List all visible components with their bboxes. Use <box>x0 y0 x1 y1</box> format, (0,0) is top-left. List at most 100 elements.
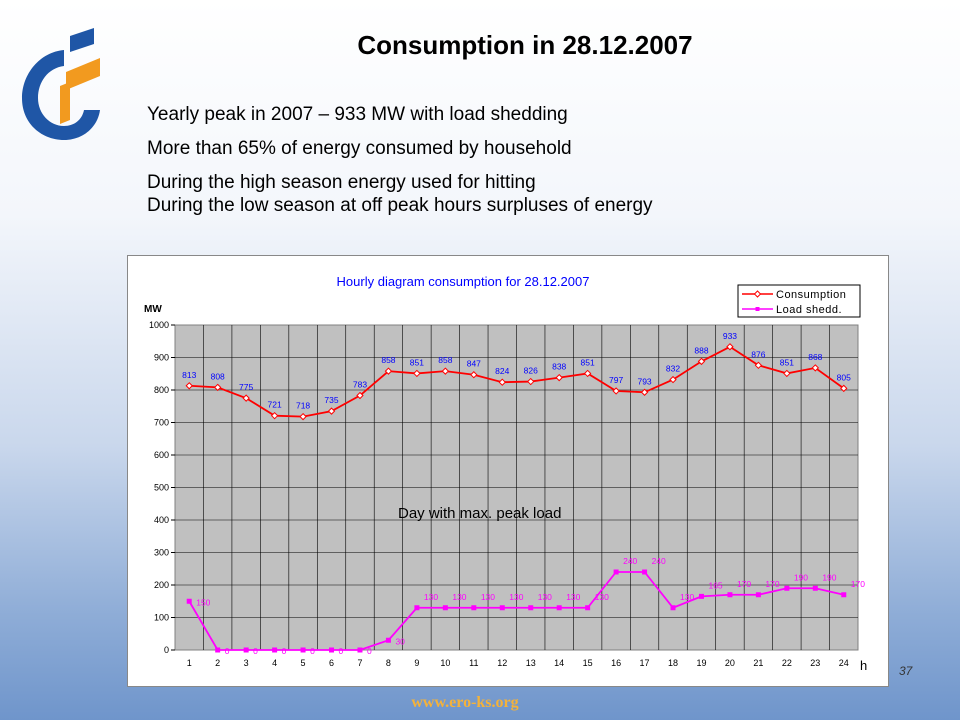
data-point-load-shedding <box>414 605 420 611</box>
x-axis-ticks: 1 2 3 4 5 6 7 8 9 10 11 12 13 14 15 16 17 18 19 20 21 22 23 24 <box>187 658 849 668</box>
x-tick-label: 3 <box>244 658 249 668</box>
data-point-load-shedding <box>357 647 363 653</box>
data-point-load-shedding <box>528 605 534 611</box>
x-tick-label: 13 <box>526 658 536 668</box>
data-label-load-shedding: 130 <box>680 592 694 602</box>
data-point-consumption <box>583 369 592 378</box>
data-point-consumption <box>726 343 734 351</box>
x-tick-label: 6 <box>329 658 334 668</box>
data-point-load-shedding <box>784 585 790 591</box>
data-label-load-shedding: 130 <box>509 592 523 602</box>
data-label-load-shedding: 190 <box>822 572 836 582</box>
data-point-load-shedding <box>300 647 306 653</box>
data-label-load-shedding: 30 <box>395 636 405 646</box>
bullet-item: During the low season at off peak hours … <box>147 195 653 216</box>
data-label-load-shedding: 190 <box>794 572 808 582</box>
series-line-consumption <box>189 345 845 418</box>
series-line-load-shedding <box>188 571 844 651</box>
data-label-load-shedding: 130 <box>538 592 552 602</box>
x-tick-label: 17 <box>640 658 650 668</box>
data-label-consumption: 735 <box>324 395 338 405</box>
x-tick-label: 19 <box>696 658 706 668</box>
data-label-consumption: 808 <box>211 371 225 381</box>
data-label-load-shedding: 240 <box>652 556 666 566</box>
data-label-consumption: 805 <box>837 372 851 382</box>
bullet-item: More than 65% of energy consumed by hous… <box>147 138 572 159</box>
chart-title: Hourly diagram consumption for 28.12.200… <box>337 274 590 289</box>
data-point-load-shedding <box>755 592 761 598</box>
data-label-load-shedding: 0 <box>310 646 315 656</box>
data-point-load-shedding <box>499 605 505 611</box>
data-label-load-shedding: 170 <box>737 579 751 589</box>
slide-title: Consumption in 28.12.2007 <box>357 30 693 60</box>
data-point-load-shedding <box>442 605 448 611</box>
data-point-consumption <box>327 407 336 415</box>
y-tick-label: 300 <box>154 548 169 558</box>
x-tick-label: 22 <box>782 658 792 668</box>
data-label-consumption: 851 <box>581 357 595 367</box>
data-label-load-shedding: 0 <box>367 646 372 656</box>
footer-url: www.ero-ks.org <box>411 694 519 711</box>
x-tick-label: 4 <box>272 658 277 668</box>
bullet-item: Yearly peak in 2007 – 933 MW with load s… <box>147 104 568 125</box>
x-tick-label: 18 <box>668 658 678 668</box>
logo-orange-bar-top <box>66 58 100 90</box>
chart-annotation: Day with max. peak load <box>398 505 561 522</box>
x-tick-label: 10 <box>440 658 450 668</box>
data-label-consumption: 813 <box>182 370 196 380</box>
x-tick-label: 9 <box>414 658 419 668</box>
data-point-consumption <box>754 361 763 370</box>
x-tick-label: 16 <box>611 658 621 668</box>
data-point-consumption <box>213 383 222 392</box>
data-label-consumption: 718 <box>296 401 310 411</box>
data-label-consumption: 824 <box>495 366 509 376</box>
x-tick-label: 12 <box>497 658 507 668</box>
logo <box>22 28 100 140</box>
data-label-consumption: 797 <box>609 375 623 385</box>
data-label-consumption: 847 <box>467 359 481 369</box>
data-point-load-shedding <box>613 569 619 575</box>
data-point-consumption <box>299 412 307 421</box>
data-point-consumption <box>270 411 279 420</box>
data-point-consumption <box>811 364 820 372</box>
data-point-load-shedding <box>841 592 847 598</box>
y-tick-label: 0 <box>164 645 169 655</box>
data-label-load-shedding: 170 <box>851 579 865 589</box>
data-point-load-shedding <box>585 605 591 611</box>
y-tick-label: 200 <box>154 580 169 590</box>
data-point-load-shedding <box>471 605 477 611</box>
data-label-consumption: 933 <box>723 331 737 341</box>
data-label-consumption: 838 <box>552 362 566 372</box>
data-label-consumption: 721 <box>268 400 282 410</box>
data-point-consumption <box>185 382 193 390</box>
data-label-load-shedding: 130 <box>595 592 609 602</box>
data-label-consumption: 826 <box>524 366 538 376</box>
data-point-consumption <box>384 367 393 375</box>
legend-marker-load-shedding <box>755 307 760 311</box>
data-label-load-shedding: 0 <box>225 646 230 656</box>
data-label-load-shedding: 130 <box>424 592 438 602</box>
bullet-list: Yearly peak in 2007 – 933 MW with load s… <box>147 103 653 217</box>
data-label-load-shedding: 170 <box>765 579 779 589</box>
data-label-consumption: 868 <box>808 352 822 362</box>
x-tick-label: 8 <box>386 658 391 668</box>
data-point-load-shedding <box>556 605 562 611</box>
data-point-load-shedding <box>215 647 221 653</box>
data-label-load-shedding: 130 <box>481 592 495 602</box>
y-tick-label: 800 <box>154 385 169 395</box>
data-label-load-shedding: 165 <box>708 580 722 590</box>
data-label-consumption: 793 <box>637 376 651 386</box>
x-tick-label: 14 <box>554 658 564 668</box>
data-label-consumption: 783 <box>353 380 367 390</box>
legend-marker-consumption <box>753 290 762 298</box>
y-tick-label: 100 <box>154 613 169 623</box>
x-tick-label: 5 <box>301 658 306 668</box>
data-point-consumption <box>441 367 450 375</box>
data-label-load-shedding: 240 <box>623 556 637 566</box>
data-label-consumption: 888 <box>694 345 708 355</box>
x-tick-label: 15 <box>583 658 593 668</box>
y-axis-ticks: 0 100 200 300 400 500 600 700 800 900 1000 <box>149 320 175 655</box>
chart-container: Hourly diagram consumption for 28.12.200… <box>127 255 889 687</box>
data-point-consumption <box>242 394 250 402</box>
data-point-consumption <box>783 369 791 378</box>
